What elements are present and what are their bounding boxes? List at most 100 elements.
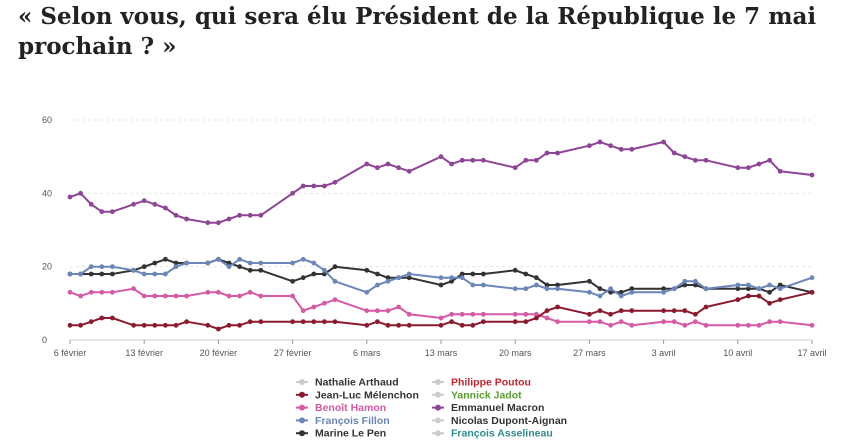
legend-swatch-dot xyxy=(299,430,305,437)
x-tick-label: 13 février xyxy=(125,348,163,358)
data-point xyxy=(756,286,762,292)
series xyxy=(67,286,815,328)
data-point xyxy=(459,275,465,281)
data-point xyxy=(173,212,179,218)
data-point xyxy=(205,289,211,295)
data-point xyxy=(88,271,94,277)
data-point xyxy=(311,304,317,310)
data-point xyxy=(597,139,603,145)
data-point xyxy=(459,311,465,317)
data-point xyxy=(290,319,295,325)
data-point xyxy=(375,308,380,314)
data-point xyxy=(746,322,751,328)
legend-item: Nicolas Dupont-Aignan xyxy=(432,415,567,427)
data-point xyxy=(385,322,391,328)
data-point xyxy=(777,282,783,288)
data-point xyxy=(406,311,412,317)
data-point xyxy=(481,311,486,317)
data-point xyxy=(756,161,762,167)
data-point xyxy=(809,289,815,295)
data-point xyxy=(258,319,264,325)
data-point xyxy=(470,282,476,288)
data-point xyxy=(608,311,613,317)
legend-swatch-dot xyxy=(435,404,441,411)
data-point xyxy=(247,289,253,295)
data-point xyxy=(587,143,592,149)
data-point xyxy=(141,264,147,270)
data-point xyxy=(703,322,709,328)
data-point xyxy=(481,157,486,163)
data-point xyxy=(629,146,635,152)
data-point xyxy=(735,322,741,328)
data-point xyxy=(99,209,105,215)
chart-title: « Selon vous, qui sera élu Président de … xyxy=(18,3,817,60)
data-point xyxy=(99,264,105,270)
data-point xyxy=(300,275,306,281)
x-tick-label: 6 février xyxy=(54,348,87,358)
data-point xyxy=(449,319,454,325)
data-point xyxy=(512,267,518,273)
data-point xyxy=(703,157,709,163)
data-point xyxy=(375,282,380,288)
data-point xyxy=(608,322,613,328)
data-point xyxy=(555,150,560,156)
data-point xyxy=(311,260,317,266)
data-point xyxy=(163,256,168,262)
data-point xyxy=(809,322,815,328)
data-point xyxy=(141,198,147,204)
data-point xyxy=(67,289,73,295)
data-point xyxy=(396,275,401,281)
data-point xyxy=(587,278,592,284)
data-point xyxy=(438,322,444,328)
legend-label: Jean-Luc Mélenchon xyxy=(315,389,419,401)
data-point xyxy=(152,260,158,266)
x-tick-label: 27 mars xyxy=(573,348,606,358)
legend-item: Jean-Luc Mélenchon xyxy=(296,389,419,401)
data-point xyxy=(205,322,211,328)
data-point xyxy=(110,264,115,270)
legend-label: François Fillon xyxy=(315,415,390,427)
data-point xyxy=(375,165,380,171)
data-point xyxy=(163,205,168,211)
data-point xyxy=(523,311,529,317)
data-point xyxy=(618,319,624,325)
data-point xyxy=(300,319,306,325)
legend-swatch-dot xyxy=(435,391,441,398)
data-point xyxy=(290,293,295,299)
data-point xyxy=(226,293,232,299)
data-point xyxy=(693,278,698,284)
data-point xyxy=(99,289,105,295)
legend-item: Marine Le Pen xyxy=(296,428,386,440)
data-point xyxy=(385,278,391,284)
data-point xyxy=(163,271,168,277)
data-point xyxy=(141,271,147,277)
data-point xyxy=(597,308,603,314)
data-point xyxy=(746,165,751,171)
data-point xyxy=(682,154,688,160)
data-point xyxy=(671,150,677,156)
data-point xyxy=(735,286,741,292)
data-point xyxy=(406,322,412,328)
x-tick-label: 27 février xyxy=(274,348,312,358)
data-point xyxy=(332,297,338,303)
data-point xyxy=(247,267,253,273)
data-point xyxy=(385,275,391,281)
series-line xyxy=(69,141,813,224)
legend-item: Philippe Poutou xyxy=(432,377,531,389)
data-point xyxy=(544,315,550,321)
data-point xyxy=(618,308,624,314)
data-point xyxy=(290,190,295,196)
data-point xyxy=(364,308,370,314)
data-point xyxy=(406,168,412,174)
data-point xyxy=(587,311,592,317)
data-point xyxy=(205,220,211,226)
data-point xyxy=(693,157,698,163)
data-point xyxy=(184,260,190,266)
data-point xyxy=(141,322,147,328)
data-point xyxy=(682,282,688,288)
data-point xyxy=(629,308,635,314)
legend-item: Yannick Jadot xyxy=(432,389,522,401)
data-point xyxy=(735,297,741,303)
legend-item: François Asselineau xyxy=(432,428,553,440)
